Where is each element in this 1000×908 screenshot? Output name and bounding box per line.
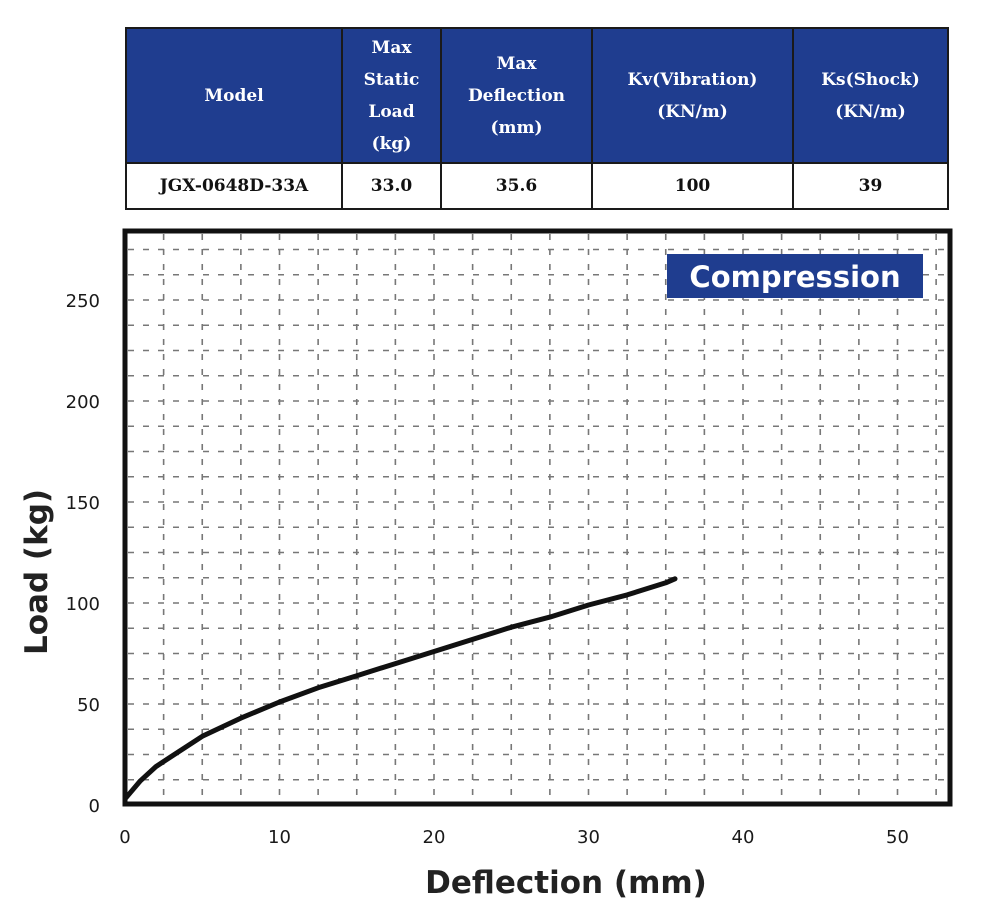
cell-max-deflection: 35.6	[440, 162, 593, 210]
header-max-static-load: Max Static Load (kg)	[341, 27, 442, 164]
spec-table: Model Max Static Load (kg) Max Deflectio…	[125, 27, 949, 210]
header-line: Load	[368, 101, 415, 122]
y-tick-label: 50	[77, 695, 100, 716]
header-line: (KN/m)	[835, 101, 906, 122]
header-kv-vibration: Kv(Vibration) (KN/m)	[591, 27, 794, 164]
y-tick-label: 0	[89, 796, 100, 817]
y-axis-title: Load (kg)	[19, 489, 55, 655]
header-ks-shock: Ks(Shock) (KN/m)	[792, 27, 949, 164]
grid	[128, 234, 947, 801]
legend-label: Compression	[689, 260, 900, 294]
header-max-deflection: Max Deflection (mm)	[440, 27, 593, 164]
header-line: Max	[496, 53, 537, 74]
spec-data-row: JGX-0648D-33A 33.0 35.6 100 39	[125, 162, 949, 210]
x-tick-label: 40	[732, 827, 755, 848]
cell-kv-vibration: 100	[591, 162, 794, 210]
header-line: (mm)	[490, 117, 543, 138]
header-line: Deflection	[467, 85, 566, 106]
header-line: Ks(Shock)	[821, 69, 920, 90]
cell-ks-shock: 39	[792, 162, 949, 210]
plot-frame	[122, 228, 953, 807]
x-tick-label: 10	[268, 827, 291, 848]
header-line: (kg)	[371, 133, 412, 154]
tick-labels: 0 10 20 30 40 50 0 50 100 150 200 250	[66, 291, 909, 848]
cell-max-static-load: 33.0	[341, 162, 442, 210]
header-model-line: Model	[204, 85, 264, 106]
legend-box	[667, 254, 923, 298]
y-tick-label: 250	[66, 291, 100, 312]
spec-header-row: Model Max Static Load (kg) Max Deflectio…	[125, 27, 949, 164]
header-line: Kv(Vibration)	[627, 69, 758, 90]
legend: Compression	[667, 254, 923, 298]
x-tick-label: 0	[119, 827, 130, 848]
series-line-compression	[122, 576, 678, 802]
x-axis-title: Deflection (mm)	[425, 865, 707, 901]
curve-group	[122, 576, 678, 802]
x-tick-label: 30	[577, 827, 600, 848]
y-tick-label: 100	[66, 594, 100, 615]
x-tick-label: 20	[423, 827, 446, 848]
header-model: Model	[125, 27, 343, 164]
y-tick-label: 150	[66, 493, 100, 514]
cell-model: JGX-0648D-33A	[125, 162, 343, 210]
header-line: Static	[363, 69, 420, 90]
x-tick-label: 50	[886, 827, 909, 848]
header-line: (KN/m)	[657, 101, 728, 122]
header-line: Max	[371, 37, 412, 58]
y-tick-label: 200	[66, 392, 100, 413]
